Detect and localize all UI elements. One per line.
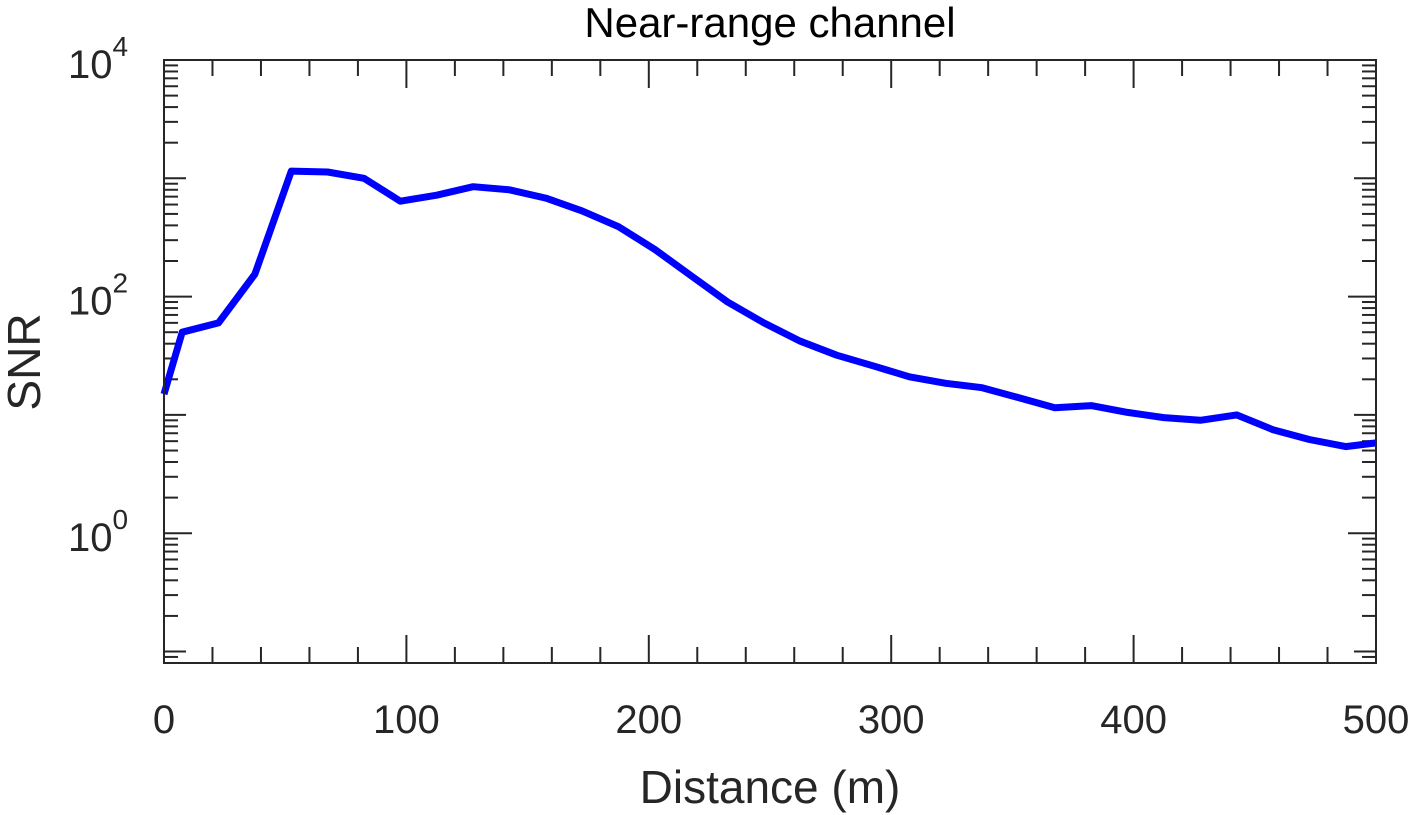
y-tick-labels: 100 102 104	[68, 31, 128, 560]
y-tick-label: 102	[68, 268, 128, 324]
x-tick-label: 200	[615, 698, 682, 742]
y-tick-label: 100	[68, 504, 128, 560]
x-tick-label: 100	[373, 698, 440, 742]
x-tick-label: 0	[153, 698, 175, 742]
x-tick-labels: 0 100 200 300 400 500	[153, 698, 1410, 742]
x-tick-label: 500	[1343, 698, 1410, 742]
series-line-0	[160, 167, 1377, 451]
x-tick-label: 300	[858, 698, 925, 742]
y-tick-label: 104	[68, 31, 128, 87]
chart-title: Near-range channel	[584, 0, 955, 46]
x-axis-label: Distance (m)	[640, 761, 901, 813]
x-tick-label: 400	[1100, 698, 1167, 742]
series-group	[160, 167, 1377, 451]
plot-area-border	[163, 59, 1377, 664]
axis-ticks	[163, 59, 1377, 664]
y-axis-label: SNR	[0, 313, 50, 410]
